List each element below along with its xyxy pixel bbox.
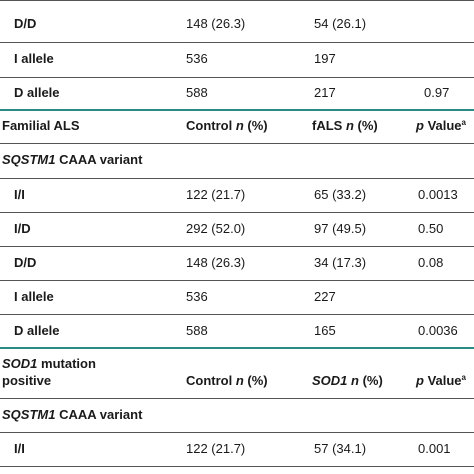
control-value: 588 bbox=[186, 323, 208, 338]
p-value: 0.50 bbox=[418, 221, 444, 236]
divider bbox=[0, 0, 474, 1]
p-value: 0.0036 bbox=[418, 323, 458, 338]
divider bbox=[0, 314, 474, 315]
control-value: 148 (26.3) bbox=[186, 16, 246, 31]
case-value: 227 bbox=[314, 289, 336, 304]
case-value: 97 (49.5) bbox=[314, 221, 367, 236]
p-value: 0.001 bbox=[418, 441, 451, 456]
row-label: D/D bbox=[14, 255, 37, 270]
divider bbox=[0, 42, 474, 43]
row-label: I/D bbox=[14, 221, 31, 236]
case-value: 57 (34.1) bbox=[314, 441, 367, 456]
variant-heading: SQSTM1 CAAA variant bbox=[2, 407, 143, 422]
control-header: Control n (%) bbox=[186, 118, 268, 133]
group-heading: Familial ALS bbox=[2, 118, 80, 133]
row-label: I allele bbox=[14, 289, 54, 304]
p-value: 0.0013 bbox=[418, 187, 458, 202]
case-value: 197 bbox=[314, 51, 336, 66]
case-header: SOD1 n (%) bbox=[312, 373, 383, 388]
divider bbox=[0, 398, 474, 399]
case-header: fALS n (%) bbox=[312, 118, 378, 133]
control-value: 122 (21.7) bbox=[186, 441, 246, 456]
control-value: 292 (52.0) bbox=[186, 221, 246, 236]
row-label: I/I bbox=[14, 441, 25, 456]
p-header: p Valuea bbox=[416, 118, 466, 133]
case-value: 54 (26.1) bbox=[314, 16, 367, 31]
control-value: 588 bbox=[186, 85, 208, 100]
divider bbox=[0, 143, 474, 144]
group-heading: SOD1 mutation bbox=[2, 356, 96, 371]
group-heading-line2: positive bbox=[2, 373, 52, 388]
case-value: 34 (17.3) bbox=[314, 255, 367, 270]
case-value: 165 bbox=[314, 323, 336, 338]
case-value: 65 (33.2) bbox=[314, 187, 367, 202]
control-value: 148 (26.3) bbox=[186, 255, 246, 270]
row-label: D allele bbox=[14, 85, 60, 100]
row-label: I allele bbox=[14, 51, 54, 66]
p-header: p Valuea bbox=[416, 373, 466, 388]
control-value: 122 (21.7) bbox=[186, 187, 246, 202]
control-value: 536 bbox=[186, 289, 208, 304]
p-value: 0.97 bbox=[424, 85, 450, 100]
section-divider bbox=[0, 347, 474, 349]
control-value: 536 bbox=[186, 51, 208, 66]
divider bbox=[0, 432, 474, 433]
divider bbox=[0, 466, 474, 467]
section-divider bbox=[0, 109, 474, 111]
p-value: 0.08 bbox=[418, 255, 444, 270]
divider bbox=[0, 212, 474, 213]
variant-heading: SQSTM1 CAAA variant bbox=[2, 152, 143, 167]
divider bbox=[0, 178, 474, 179]
divider bbox=[0, 246, 474, 247]
control-header: Control n (%) bbox=[186, 373, 268, 388]
row-label: D allele bbox=[14, 323, 60, 338]
case-value: 217 bbox=[314, 85, 336, 100]
row-label: D/D bbox=[14, 16, 37, 31]
divider bbox=[0, 280, 474, 281]
row-label: I/I bbox=[14, 187, 25, 202]
divider bbox=[0, 77, 474, 78]
